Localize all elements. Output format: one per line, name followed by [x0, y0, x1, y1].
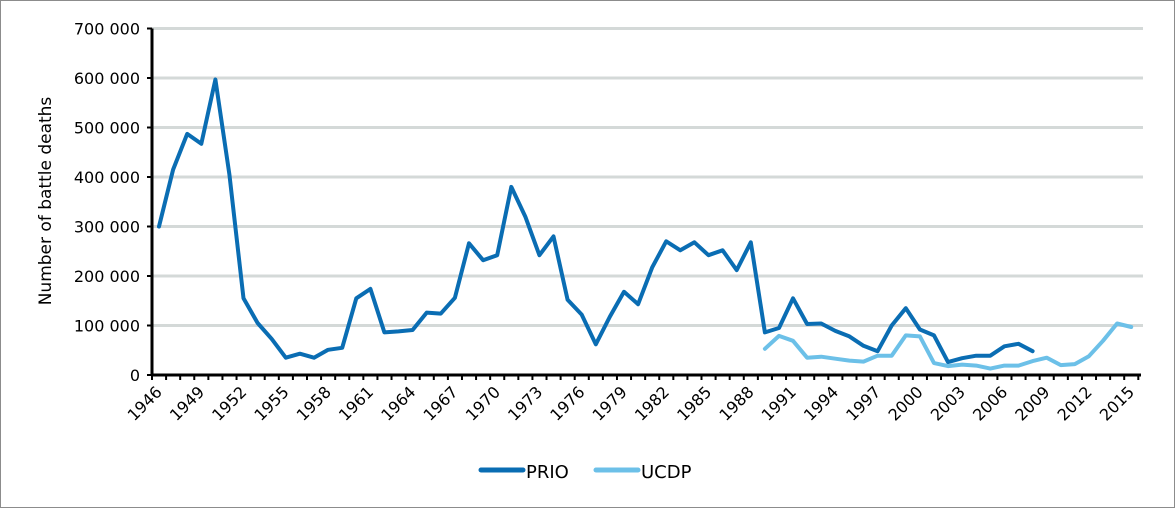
x-tick-label: 2003 [927, 382, 969, 424]
x-tick-label: 1967 [419, 382, 461, 424]
legend-prio-label: PRIO [526, 462, 569, 483]
x-axis: 1946 1949 1952 1955 1958 1961 1964 1967 1970 1973… [124, 373, 1141, 425]
x-tick-label: 2000 [884, 382, 926, 424]
y-tick-label: 700 000 [74, 20, 140, 39]
x-tick-label: 2012 [1054, 382, 1096, 424]
legend-ucdp-label: UCDP [641, 462, 692, 483]
x-tick-label: 1961 [335, 382, 377, 424]
x-tick-label: 1964 [377, 382, 419, 424]
x-tick-label: 1952 [208, 382, 250, 424]
x-tick-label: 1982 [631, 382, 673, 424]
x-tick-label: 1973 [504, 382, 546, 424]
y-tick-label: 400 000 [74, 168, 140, 187]
x-tick-label: 1958 [293, 382, 335, 424]
x-tick-label: 1991 [758, 382, 800, 424]
x-tick-label: 2006 [969, 382, 1011, 424]
y-tick-label: 500 000 [74, 119, 140, 138]
y-tick-label: 0 [130, 366, 140, 385]
x-tick-label: 1985 [673, 382, 715, 424]
y-tick-label: 200 000 [74, 267, 140, 286]
x-tick-label: 1979 [589, 382, 631, 424]
series-line-ucdp [762, 321, 1134, 371]
x-tick-label: 1997 [842, 382, 884, 424]
x-tick-label: 2015 [1096, 382, 1138, 424]
series-lines [157, 77, 1134, 371]
x-tick-label: 2009 [1011, 382, 1053, 424]
y-tick-label: 100 000 [74, 317, 140, 336]
y-axis: 0 100 000 200 000 300 000 400 000 500 000 600 … [74, 20, 154, 385]
y-axis-label: Number of battle deaths [36, 97, 56, 306]
y-tick-label: 300 000 [74, 218, 140, 237]
x-tick-label: 1994 [800, 382, 842, 424]
x-tick-label: 1970 [462, 382, 504, 424]
x-tick-label: 1949 [166, 382, 208, 424]
legend: PRIO UCDP [478, 462, 692, 483]
x-tick-label: 1988 [715, 382, 757, 424]
y-tick-label: 600 000 [74, 69, 140, 88]
x-tick-label: 1976 [546, 382, 588, 424]
series-line-prio [157, 77, 1035, 365]
gridlines [152, 27, 1143, 327]
x-tick-label: 1955 [250, 382, 292, 424]
x-tick-label: 1946 [124, 382, 166, 424]
